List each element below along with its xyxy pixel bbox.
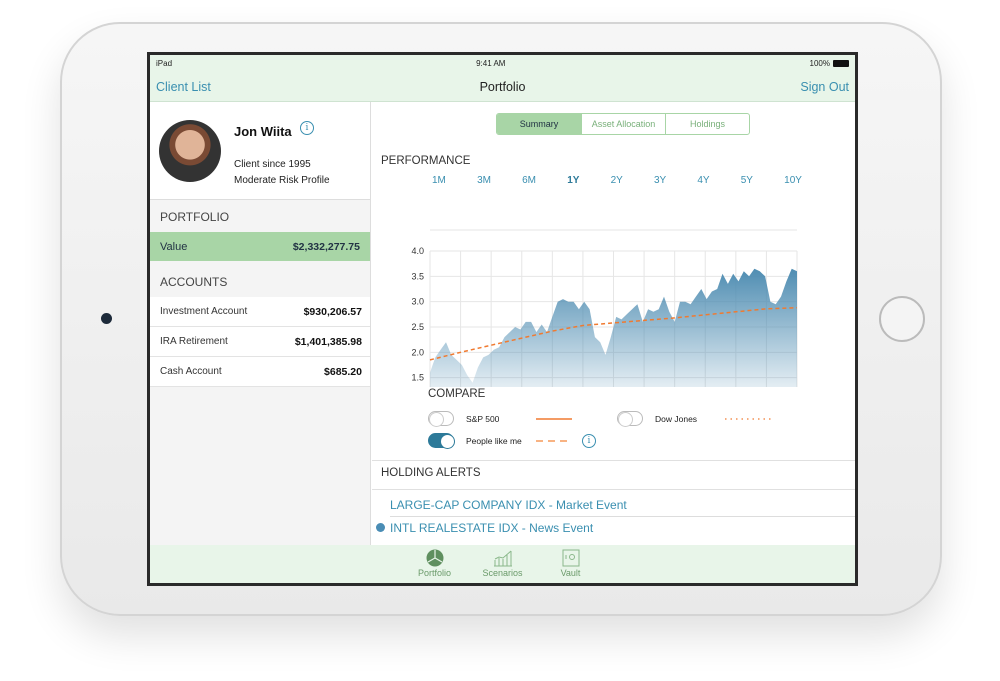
compare-label: Dow Jones <box>655 413 698 424</box>
people-like-me-trend-line <box>429 306 798 361</box>
sidebar: Jon Wiita i Client since 1995 Moderate Ri… <box>150 102 371 545</box>
range-10y[interactable]: 10Y <box>784 175 802 186</box>
status-bar: iPad 9:41 AM 100% <box>150 55 855 72</box>
page-title: Portfolio <box>479 79 526 94</box>
portfolio-value-row[interactable]: Value $2,332,277.75 <box>150 232 370 261</box>
performance-area <box>430 268 797 387</box>
tab-vault[interactable]: Vault <box>547 545 595 583</box>
account-row[interactable]: Cash Account $685.20 <box>150 357 370 387</box>
bar-chart-icon <box>493 550 512 567</box>
y-tick-label: 2.5 <box>411 322 424 332</box>
account-name: Investment Account <box>160 306 248 317</box>
client-name: Jon Wiita <box>234 124 292 139</box>
safe-icon <box>562 549 579 567</box>
info-icon[interactable]: i <box>582 433 596 448</box>
range-6m[interactable]: 6M <box>522 175 537 186</box>
account-value: $930,206.57 <box>303 305 362 318</box>
compare-label: S&P 500 <box>466 413 500 424</box>
home-button[interactable] <box>879 296 925 342</box>
account-row[interactable]: Investment Account $930,206.57 <box>150 297 370 327</box>
risk-profile: Moderate Risk Profile <box>234 175 330 186</box>
view-segmented-control: Summary Asset Allocation Holdings <box>496 113 750 135</box>
performance-chart: 1.01.52.02.53.03.54.02013OctNovDecJanFeb… <box>411 229 798 387</box>
range-3m[interactable]: 3M <box>477 175 491 186</box>
compare-heading: COMPARE <box>428 388 486 400</box>
compare-sp500: S&P 500 <box>428 411 572 427</box>
sp500-toggle[interactable] <box>428 411 454 427</box>
value-label: Value <box>160 240 188 253</box>
account-row[interactable]: IRA Retirement $1,401,385.98 <box>150 327 370 357</box>
sign-out-button[interactable]: Sign Out <box>800 79 849 94</box>
alert-item[interactable]: INTL REALESTATE IDX - News Event <box>390 521 594 535</box>
nav-bar: Client List Portfolio Sign Out <box>150 72 855 102</box>
segment-summary[interactable]: Summary <box>497 114 581 134</box>
tab-bar: Portfolio Scenarios Vault <box>150 545 855 583</box>
camera <box>101 313 112 324</box>
range-2y[interactable]: 2Y <box>610 175 623 186</box>
avatar <box>159 120 221 182</box>
solid-line-legend <box>536 417 572 420</box>
screen: iPad 9:41 AM 100% Client List Portfolio … <box>147 52 858 586</box>
client-list-button[interactable]: Client List <box>156 79 211 94</box>
clock: 9:41 AM <box>476 59 506 68</box>
dashed-line-legend <box>536 439 572 442</box>
compare-dow-jones: Dow Jones <box>617 411 771 427</box>
dow-jones-toggle[interactable] <box>617 411 643 427</box>
device-label: iPad <box>156 59 173 68</box>
y-tick-label: 2.0 <box>411 347 424 357</box>
compare-label: People like me <box>466 435 522 446</box>
y-tick-label: 3.0 <box>411 297 424 307</box>
tab-portfolio[interactable]: Portfolio <box>411 545 459 583</box>
segment-holdings[interactable]: Holdings <box>665 114 749 134</box>
pie-chart-icon <box>426 549 443 567</box>
portfolio-heading: PORTFOLIO <box>160 210 230 224</box>
account-name: IRA Retirement <box>160 336 228 347</box>
performance-heading: PERFORMANCE <box>381 155 471 167</box>
range-1y[interactable]: 1Y <box>567 175 580 186</box>
dotted-line-legend <box>725 417 771 420</box>
compare-people-like-me: People like me i <box>428 433 596 449</box>
y-tick-label: 1.5 <box>411 373 424 383</box>
segment-asset-allocation[interactable]: Asset Allocation <box>581 114 665 134</box>
info-icon[interactable]: i <box>300 121 314 135</box>
range-1m[interactable]: 1M <box>432 175 446 186</box>
battery-level: 100% <box>809 59 830 68</box>
account-value: $1,401,385.98 <box>294 335 362 348</box>
range-4y[interactable]: 4Y <box>697 175 710 186</box>
holding-alerts-heading: HOLDING ALERTS <box>372 460 855 490</box>
accounts-heading: ACCOUNTS <box>160 275 228 289</box>
range-3y[interactable]: 3Y <box>653 175 667 186</box>
account-value: $685.20 <box>324 365 362 378</box>
main-panel: Summary Asset Allocation Holdings PERFOR… <box>372 102 855 545</box>
alert-item[interactable]: LARGE-CAP COMPANY IDX - Market Event <box>390 498 627 512</box>
unread-dot <box>376 523 385 532</box>
y-tick-label: 4.0 <box>411 246 424 256</box>
portfolio-value: $2,332,277.75 <box>292 240 360 253</box>
client-profile: Jon Wiita i Client since 1995 Moderate Ri… <box>150 102 370 200</box>
tab-label: Scenarios <box>482 568 523 578</box>
account-name: Cash Account <box>160 366 222 377</box>
range-5y[interactable]: 5Y <box>740 175 753 186</box>
tab-scenarios[interactable]: Scenarios <box>479 545 527 583</box>
tab-label: Vault <box>560 568 581 578</box>
people-like-me-toggle[interactable] <box>428 433 455 449</box>
tab-label: Portfolio <box>417 568 452 578</box>
battery-icon <box>833 60 849 68</box>
y-tick-label: 3.5 <box>411 271 424 281</box>
range-selector: 1M 3M 6M 1Y 2Y 3Y 4Y 5Y 10Y <box>432 175 802 186</box>
client-since: Client since 1995 <box>234 159 311 170</box>
